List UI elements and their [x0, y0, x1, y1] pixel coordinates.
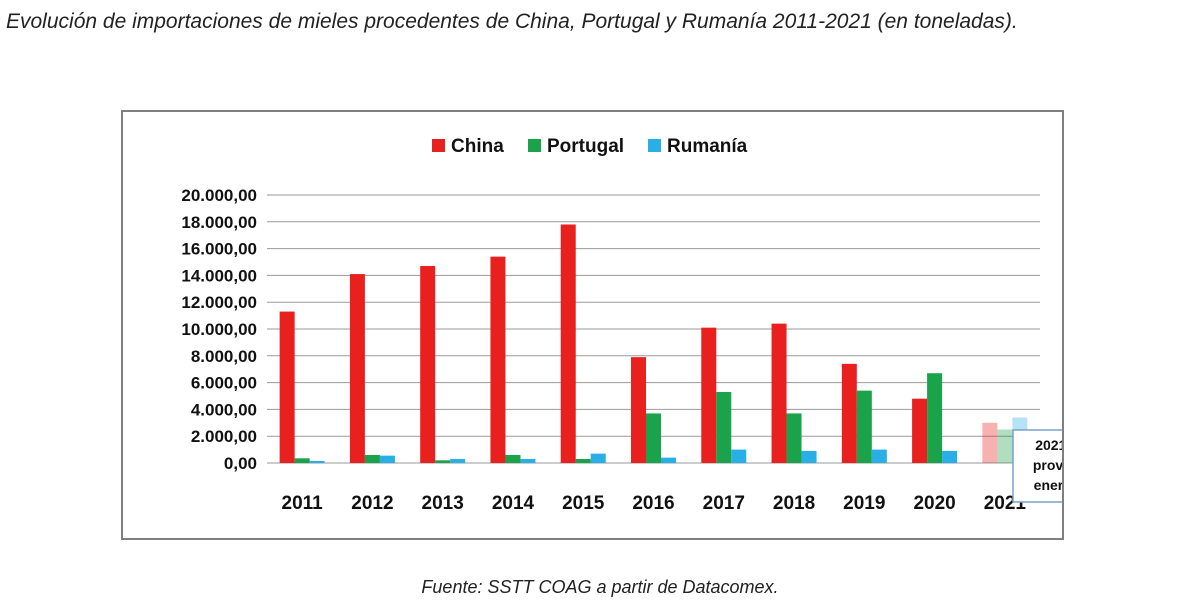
x-tick-label: 2011	[282, 493, 324, 514]
bar-rumanía-2017	[731, 449, 747, 463]
bar-portugal-2018	[786, 413, 802, 463]
annotation-box-outline	[1012, 429, 1062, 503]
x-tick-label: 2019	[843, 493, 885, 514]
y-tick-label: 18.000,00	[181, 213, 257, 232]
annotation-line: 2021 – Datos	[1035, 437, 1062, 453]
gridlines	[267, 194, 1040, 464]
y-tick-label: 12.000,00	[181, 293, 257, 312]
x-tick-label: 2014	[492, 493, 535, 514]
chart-legend: China Portugal Rumanía	[432, 136, 748, 157]
bar-rumanía-2012	[379, 455, 395, 463]
x-axis: 2011 2012 2013 2014 2015 2016 2017 2018 2019 2020…	[282, 493, 1027, 514]
bar-portugal-2015	[575, 458, 591, 463]
x-tick-label: 2012	[351, 493, 393, 514]
y-tick-label: 16.000,00	[181, 240, 257, 259]
y-tick-label: 10.000,00	[181, 320, 257, 339]
bar-china-2012	[349, 274, 365, 463]
bar-portugal-2020	[927, 373, 943, 463]
bar-china-2018	[771, 323, 787, 463]
y-tick-label: 20.000,00	[181, 186, 257, 205]
bar-rumanía-2011	[309, 460, 325, 463]
y-tick-label: 0,00	[224, 454, 257, 473]
bar-rumanía-2015	[590, 453, 606, 463]
bar-china-2015	[560, 224, 576, 463]
legend-label-rumanía: Rumanía	[667, 136, 748, 157]
bar-china-2019	[841, 363, 857, 463]
x-tick-label: 2017	[703, 493, 745, 514]
bar-rumanía-2013	[450, 458, 466, 463]
bar-rumanía-2020	[942, 450, 958, 463]
x-tick-label: 2013	[422, 493, 464, 514]
y-tick-label: 4.000,00	[191, 400, 257, 419]
legend-swatch-china	[432, 139, 445, 152]
bar-portugal-2021	[997, 429, 1013, 463]
figure-heading: Evolución de importaciones de mieles pro…	[6, 10, 1018, 33]
bar-china-2014	[490, 256, 506, 463]
annotation-box: 2021 – Datos provisionales enero-agosto	[1012, 429, 1062, 503]
bar-china-2020	[912, 398, 928, 463]
annotation-line: enero-agosto	[1034, 477, 1062, 493]
bar-china-2011	[279, 311, 295, 463]
x-tick-label: 2020	[913, 493, 955, 514]
source-caption: Fuente: SSTT COAG a partir de Datacomex.	[421, 577, 779, 597]
x-tick-label: 2018	[773, 493, 815, 514]
bar-portugal-2013	[435, 460, 451, 463]
legend-swatch-portugal	[528, 139, 541, 152]
bar-china-2013	[420, 266, 436, 463]
bar-china-2016	[631, 357, 646, 463]
y-tick-label: 2.000,00	[191, 427, 257, 446]
bar-rumanía-2019	[871, 449, 887, 463]
y-tick-label: 14.000,00	[181, 266, 257, 285]
legend-swatch-rumanía	[648, 139, 661, 152]
bar-portugal-2019	[856, 390, 872, 463]
y-axis: 20.000,00 18.000,00 16.000,00 14.000,00 12.0…	[181, 186, 257, 473]
bar-china-2017	[701, 327, 717, 463]
annotation-line: provisionales	[1033, 457, 1062, 473]
legend-label-portugal: Portugal	[547, 136, 624, 157]
bar-portugal-2017	[716, 391, 732, 463]
y-tick-label: 6.000,00	[191, 374, 257, 393]
bar-portugal-2016	[646, 413, 661, 463]
bar-rumanía-2018	[801, 450, 817, 463]
legend-label-china: China	[451, 136, 504, 157]
bar-chart: China Portugal Rumanía 20.000,00 18.000,00 1…	[181, 136, 1062, 514]
bar-portugal-2011	[294, 458, 310, 463]
bar-china-2021	[982, 422, 998, 463]
bar-rumanía-2014	[520, 458, 536, 463]
bar-portugal-2012	[364, 454, 380, 463]
chart-frame: China Portugal Rumanía 20.000,00 18.000,00 1…	[121, 110, 1064, 540]
bars	[279, 224, 1028, 463]
x-tick-label: 2016	[632, 493, 674, 514]
x-tick-label: 2015	[562, 493, 605, 514]
bar-rumanía-2016	[661, 457, 676, 463]
y-tick-label: 8.000,00	[191, 347, 257, 366]
bar-portugal-2014	[505, 454, 521, 463]
